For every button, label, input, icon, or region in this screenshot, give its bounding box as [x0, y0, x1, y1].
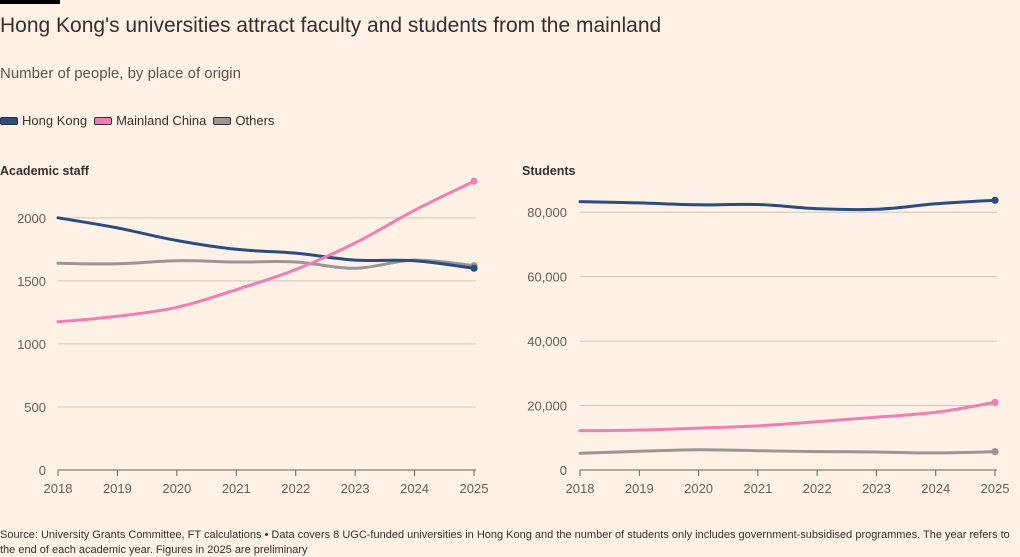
x-tick-label: 2018	[566, 481, 595, 496]
legend-label: Mainland China	[116, 113, 207, 128]
x-tick-label: 2024	[400, 481, 429, 496]
series-line-others	[578, 448, 997, 455]
x-tick-label: 2022	[803, 481, 832, 496]
series-end-marker-mainland-china	[991, 398, 999, 406]
legend-swatch-others	[213, 116, 232, 125]
x-tick-label: 2023	[862, 481, 891, 496]
series-line-hong-kong	[578, 198, 997, 212]
x-tick-label: 2019	[625, 481, 654, 496]
y-tick-label: 2000	[17, 211, 46, 226]
x-tick-label: 2018	[44, 481, 73, 496]
series-end-marker-hong-kong	[991, 196, 999, 204]
legend-label: Others	[235, 113, 275, 128]
x-tick-label: 2023	[341, 481, 370, 496]
header-bar	[0, 0, 60, 4]
y-tick-label: 500	[24, 400, 46, 415]
x-tick-label: 2021	[222, 481, 251, 496]
y-tick-label: 60,000	[527, 270, 567, 285]
legend-label: Hong Kong	[22, 113, 88, 128]
y-tick-label: 1500	[17, 274, 46, 289]
chart-subtitle: Number of people, by place of origin	[0, 65, 241, 82]
series-line-mainland-china	[56, 179, 476, 324]
panel-title: Academic staff	[0, 164, 90, 178]
y-tick-label: 0	[560, 463, 567, 478]
x-tick-label: 2019	[103, 481, 132, 496]
x-tick-label: 2024	[921, 481, 950, 496]
x-tick-label: 2021	[743, 481, 772, 496]
y-tick-label: 40,000	[527, 334, 567, 349]
series-end-marker-mainland-china	[470, 177, 478, 185]
legend: Hong Kong Mainland China Others	[0, 113, 274, 128]
y-tick-label: 0	[39, 463, 46, 478]
panel-title: Students	[522, 164, 576, 178]
x-tick-label: 2020	[684, 481, 713, 496]
series-line-hong-kong	[56, 216, 476, 270]
x-tick-label: 2020	[162, 481, 191, 496]
series-end-marker-hong-kong	[470, 264, 478, 272]
legend-swatch-hong-kong	[0, 116, 18, 125]
charts-area: Academic staff 0 500 1000 1500 2000 2018 2019 20…	[0, 164, 1009, 496]
legend-item-mainland-china: Mainland China	[94, 113, 206, 128]
legend-item-others: Others	[213, 113, 274, 128]
chart-panel-students: Students 0 20,000 40,000 60,000 80,000 2018 201…	[522, 164, 1009, 496]
y-tick-label: 1000	[17, 337, 46, 352]
legend-swatch-mainland-china	[94, 116, 113, 125]
y-tick-label: 20,000	[527, 399, 567, 414]
y-tick-label: 80,000	[527, 205, 567, 220]
x-tick-label: 2022	[281, 481, 310, 496]
legend-item-hong-kong: Hong Kong	[0, 113, 87, 128]
series-end-marker-others	[991, 448, 999, 456]
source-note: Source: University Grants Committee, FT …	[0, 529, 1010, 556]
series-line-mainland-china	[578, 400, 997, 433]
chart-panel-academic-staff: Academic staff 0 500 1000 1500 2000 2018 2019 20…	[0, 164, 488, 496]
x-tick-label: 2025	[460, 481, 489, 496]
x-tick-label: 2025	[981, 481, 1010, 496]
chart-title: Hong Kong's universities attract faculty…	[0, 14, 662, 37]
